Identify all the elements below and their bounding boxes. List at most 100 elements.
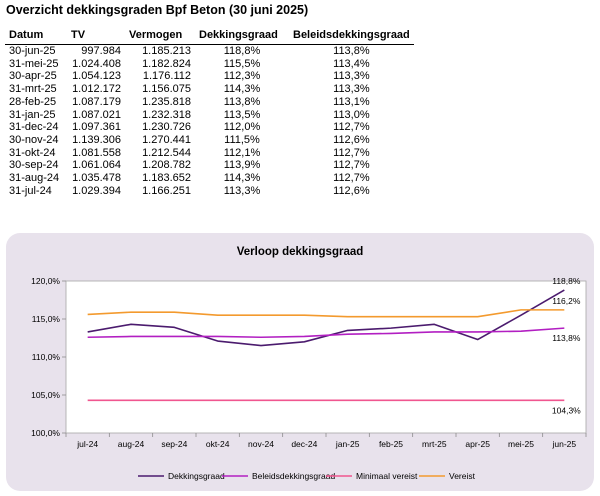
cell-vermogen: 1.176.112 — [142, 70, 191, 83]
axis-layer: 100,0% 105,0% 110,0% 115,0% 120,0% jul-24 aug-… — [31, 276, 587, 449]
chart-title: Verloop dekkingsgraad — [237, 246, 364, 258]
cell-dekkingsgraad: 113,8% — [223, 95, 261, 108]
table-header-row: Datum TV Vermogen Dekkingsgraad Beleidsd… — [5, 28, 414, 45]
table-row: 30-apr-25 1.054.123 1.176.112 112,3% 113,3% — [5, 70, 414, 83]
cell-vermogen: 1.232.318 — [142, 108, 191, 121]
table-row: 28-feb-25 1.087.179 1.235.818 113,8% 113,1% — [5, 96, 414, 109]
y-tick-label: 100,0% — [31, 428, 60, 438]
cell-beleidsdekkingsgraad: 113,0% — [333, 108, 370, 121]
cell-datum: 31-jan-25 — [9, 108, 56, 121]
coverage-table: Datum TV Vermogen Dekkingsgraad Beleidsd… — [5, 28, 414, 197]
x-tick-label: apr-25 — [465, 439, 490, 449]
series-line-vereist — [87, 309, 565, 318]
cell-beleidsdekkingsgraad: 113,1% — [333, 95, 370, 108]
cell-vermogen: 1.212.544 — [142, 146, 191, 159]
cell-dekkingsgraad: 113,3% — [223, 184, 261, 197]
y-tick-label: 120,0% — [31, 276, 60, 286]
cell-tv: 1.061.064 — [72, 159, 121, 172]
table-row: 30-nov-24 1.139.306 1.270.441 111,5% 112,6% — [5, 134, 414, 147]
x-tick-label: feb-25 — [379, 439, 403, 449]
cell-dekkingsgraad: 114,3% — [223, 83, 261, 96]
cell-beleidsdekkingsgraad: 112,6% — [333, 184, 370, 197]
table-body: 30-jun-25 997.984 1.185.213 118,8% 113,8% 31-… — [5, 45, 414, 198]
x-tick-label: nov-24 — [248, 439, 274, 449]
cell-datum: 28-feb-25 — [9, 95, 57, 108]
cell-datum: 30-nov-24 — [9, 133, 59, 146]
cell-dekkingsgraad: 118,8% — [223, 45, 261, 57]
cell-vermogen: 1.156.075 — [142, 83, 191, 96]
x-tick-label: sep-24 — [161, 439, 187, 449]
cell-vermogen: 1.166.251 — [142, 184, 191, 197]
column-header-vermogen: Vermogen — [125, 28, 195, 45]
cell-tv: 1.087.179 — [72, 95, 121, 108]
cell-vermogen: 1.208.782 — [142, 159, 191, 172]
cell-datum: 30-jun-25 — [9, 45, 56, 57]
cell-beleidsdekkingsgraad: 112,7% — [333, 159, 370, 172]
cell-datum: 31-aug-24 — [9, 172, 60, 185]
cell-beleidsdekkingsgraad: 112,6% — [333, 133, 370, 146]
series-line-beleidsdekkingsgraad — [87, 327, 565, 339]
y-tick-label: 115,0% — [32, 314, 61, 324]
data-label: 104,3% — [552, 405, 581, 415]
cell-dekkingsgraad: 112,3% — [223, 70, 261, 83]
cell-dekkingsgraad: 111,5% — [224, 133, 260, 146]
table-row: 30-sep-24 1.061.064 1.208.782 113,9% 112,7% — [5, 159, 414, 172]
cell-datum: 31-mei-25 — [9, 57, 59, 70]
legend-label: Vereist — [449, 471, 476, 481]
cell-tv: 1.087.021 — [72, 108, 121, 121]
cell-datum: 30-apr-25 — [9, 70, 57, 83]
page-title: Overzicht dekkingsgraden Bpf Beton (30 j… — [6, 3, 309, 17]
cell-vermogen: 1.235.818 — [142, 95, 191, 108]
cell-dekkingsgraad: 113,9% — [223, 159, 261, 172]
cell-beleidsdekkingsgraad: 112,7% — [333, 121, 370, 134]
cell-tv: 997.984 — [81, 45, 121, 57]
cell-tv: 1.054.123 — [72, 70, 121, 83]
cell-tv: 1.024.408 — [72, 57, 121, 70]
cell-datum: 31-dec-24 — [9, 121, 59, 134]
series-layer — [87, 289, 565, 402]
legend-label: Dekkingsgraad — [168, 471, 225, 481]
column-header-tv: TV — [67, 28, 125, 45]
x-tick-label: jul-24 — [76, 439, 98, 449]
cell-tv: 1.081.558 — [72, 146, 121, 159]
legend-label: Minimaal vereist — [356, 471, 418, 481]
table-row: 31-mei-25 1.024.408 1.182.824 115,5% 113,4% — [5, 58, 414, 71]
table-row: 31-mrt-25 1.012.172 1.156.075 114,3% 113,3% — [5, 83, 414, 96]
table-row: 31-okt-24 1.081.558 1.212.544 112,1% 112,7% — [5, 147, 414, 160]
x-tick-label: jun-25 — [552, 439, 577, 449]
chart-panel: Verloop dekkingsgraad 100,0% 105,0% 110,0%… — [6, 233, 594, 491]
cell-beleidsdekkingsgraad: 113,3% — [333, 83, 370, 96]
table-row: 30-jun-25 997.984 1.185.213 118,8% 113,8% — [5, 45, 414, 58]
column-header-beleidsdekkingsgraad: Beleidsdekkingsgraad — [289, 28, 414, 45]
cell-tv: 1.097.361 — [72, 121, 121, 134]
column-header-dekkingsgraad: Dekkingsgraad — [195, 28, 289, 45]
cell-tv: 1.139.306 — [72, 133, 121, 146]
y-tick-label: 110,0% — [32, 352, 61, 362]
cell-datum: 30-sep-24 — [9, 159, 59, 172]
data-label: 118,8% — [552, 276, 581, 286]
data-label: 116,2% — [552, 296, 581, 306]
cell-vermogen: 1.183.652 — [142, 172, 191, 185]
x-tick-label: dec-24 — [291, 439, 317, 449]
x-tick-label: jan-25 — [335, 439, 360, 449]
cell-tv: 1.012.172 — [72, 83, 121, 96]
cell-beleidsdekkingsgraad: 113,8% — [333, 45, 370, 57]
cell-vermogen: 1.185.213 — [142, 45, 191, 57]
legend: Dekkingsgraad Beleidsdekkingsgraad Minimaa… — [138, 471, 476, 481]
cell-dekkingsgraad: 112,0% — [223, 121, 261, 134]
cell-vermogen: 1.270.441 — [142, 133, 191, 146]
cell-dekkingsgraad: 115,5% — [223, 57, 261, 70]
cell-tv: 1.029.394 — [72, 184, 121, 197]
cell-datum: 31-mrt-25 — [9, 83, 57, 96]
x-tick-label: mrt-25 — [422, 439, 447, 449]
table-row: 31-aug-24 1.035.478 1.183.652 114,3% 112,7% — [5, 172, 414, 185]
table-row: 31-jul-24 1.029.394 1.166.251 113,3% 112,6% — [5, 185, 414, 198]
x-tick-label: aug-24 — [118, 439, 145, 449]
data-label-layer: 118,8% 116,2% 113,8% 104,3% — [552, 276, 581, 415]
cell-dekkingsgraad: 114,3% — [223, 172, 261, 185]
data-label: 113,8% — [552, 333, 581, 343]
coverage-chart: Verloop dekkingsgraad 100,0% 105,0% 110,0%… — [31, 246, 587, 481]
cell-beleidsdekkingsgraad: 112,7% — [333, 172, 370, 185]
cell-datum: 31-jul-24 — [9, 184, 52, 197]
x-tick-label: okt-24 — [206, 439, 230, 449]
